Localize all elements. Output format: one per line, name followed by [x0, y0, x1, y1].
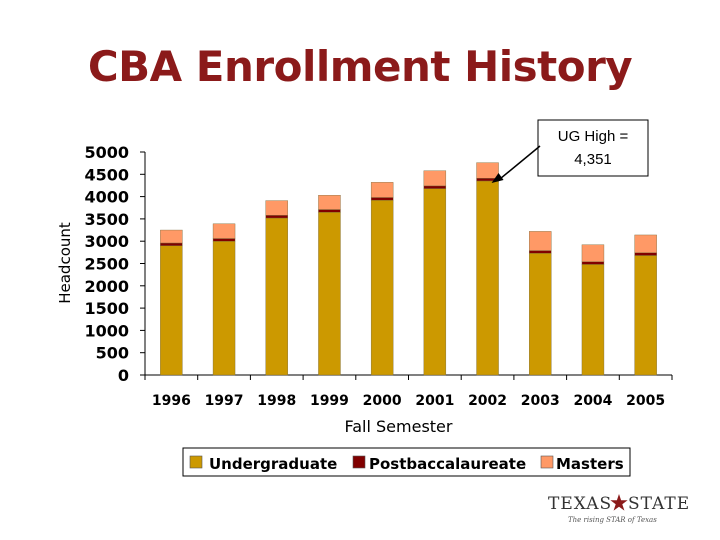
legend-swatch: [540, 455, 554, 469]
bar-segment: [160, 245, 183, 376]
bar-segment: [318, 212, 341, 376]
logo-word-right: STATE: [628, 494, 691, 514]
legend-box: [182, 447, 631, 477]
bar-segment: [265, 217, 288, 376]
x-axis-label: Fall Semester: [345, 417, 453, 436]
y-tick-label: 3500: [84, 210, 129, 229]
legend-label: Masters: [556, 455, 624, 473]
legend-label: Postbaccalaureate: [369, 455, 526, 473]
bar-segment: [160, 242, 183, 246]
bar-segment: [370, 197, 394, 201]
legend-swatch: [189, 455, 203, 469]
annotation-text-line-2: 4,351: [574, 151, 612, 168]
bar-segment: [212, 223, 236, 239]
y-tick-label: 1500: [84, 299, 129, 318]
x-tick-label: 2004: [573, 393, 612, 409]
bar-segment: [529, 231, 552, 251]
bar-segment: [581, 264, 605, 376]
x-tick-label: 1999: [310, 393, 349, 409]
y-tick-label: 5000: [84, 143, 129, 162]
legend-label: Undergraduate: [209, 455, 337, 473]
legend-swatch: [352, 455, 366, 469]
y-tick-label: 500: [96, 344, 129, 363]
x-tick-label: 1998: [257, 393, 296, 409]
bar-segment: [476, 162, 499, 179]
bar-segment: [529, 250, 552, 254]
annotation-text-line-1: UG High =: [558, 128, 629, 145]
bar-segment: [318, 209, 341, 213]
bar-segment: [423, 185, 447, 189]
star-icon: [610, 494, 628, 511]
texas-state-logo: TEXAS STATE The rising STAR of Texas: [548, 494, 691, 534]
logo-word-left: TEXAS: [548, 494, 613, 514]
y-tick-label: 2500: [84, 255, 129, 274]
bar-segment: [212, 240, 236, 376]
bar-segment: [581, 244, 605, 262]
bar-segment: [212, 238, 236, 242]
annotation-arrowhead: [491, 172, 504, 183]
bar-segment: [529, 253, 552, 376]
y-tick-label: 4500: [84, 165, 129, 184]
bar-segment: [318, 195, 341, 210]
bar-segment: [634, 252, 657, 256]
y-axis-label: Headcount: [56, 222, 74, 304]
x-tick-label: 2005: [626, 393, 665, 409]
y-tick-label: 1000: [84, 321, 129, 340]
x-tick-label: 1997: [205, 393, 244, 409]
bar-segment: [265, 200, 288, 216]
x-tick-label: 2002: [468, 393, 507, 409]
bar-segment: [160, 229, 183, 244]
bar-segment: [581, 261, 605, 265]
y-tick-label: 4000: [84, 188, 129, 207]
bar-segment: [370, 199, 394, 376]
annotation-arrow: [497, 145, 541, 182]
bar-segment: [423, 188, 447, 376]
y-tick-label: 0: [118, 366, 129, 385]
bar-segment: [423, 170, 447, 187]
logo-tagline: The rising STAR of Texas: [568, 516, 657, 524]
bar-segment: [265, 215, 288, 219]
y-tick-label: 3000: [84, 232, 129, 251]
bar-segment: [634, 234, 657, 253]
x-tick-label: 2003: [521, 393, 560, 409]
annotation-box: [537, 119, 649, 177]
x-tick-label: 2001: [415, 393, 454, 409]
y-tick-label: 2000: [84, 277, 129, 296]
bar-segment: [476, 180, 499, 376]
bar-segment: [634, 255, 657, 376]
page-title: CBA Enrollment History: [87, 42, 633, 91]
bar-segment: [370, 182, 394, 198]
x-tick-label: 1996: [152, 393, 191, 409]
x-tick-label: 2000: [363, 393, 402, 409]
